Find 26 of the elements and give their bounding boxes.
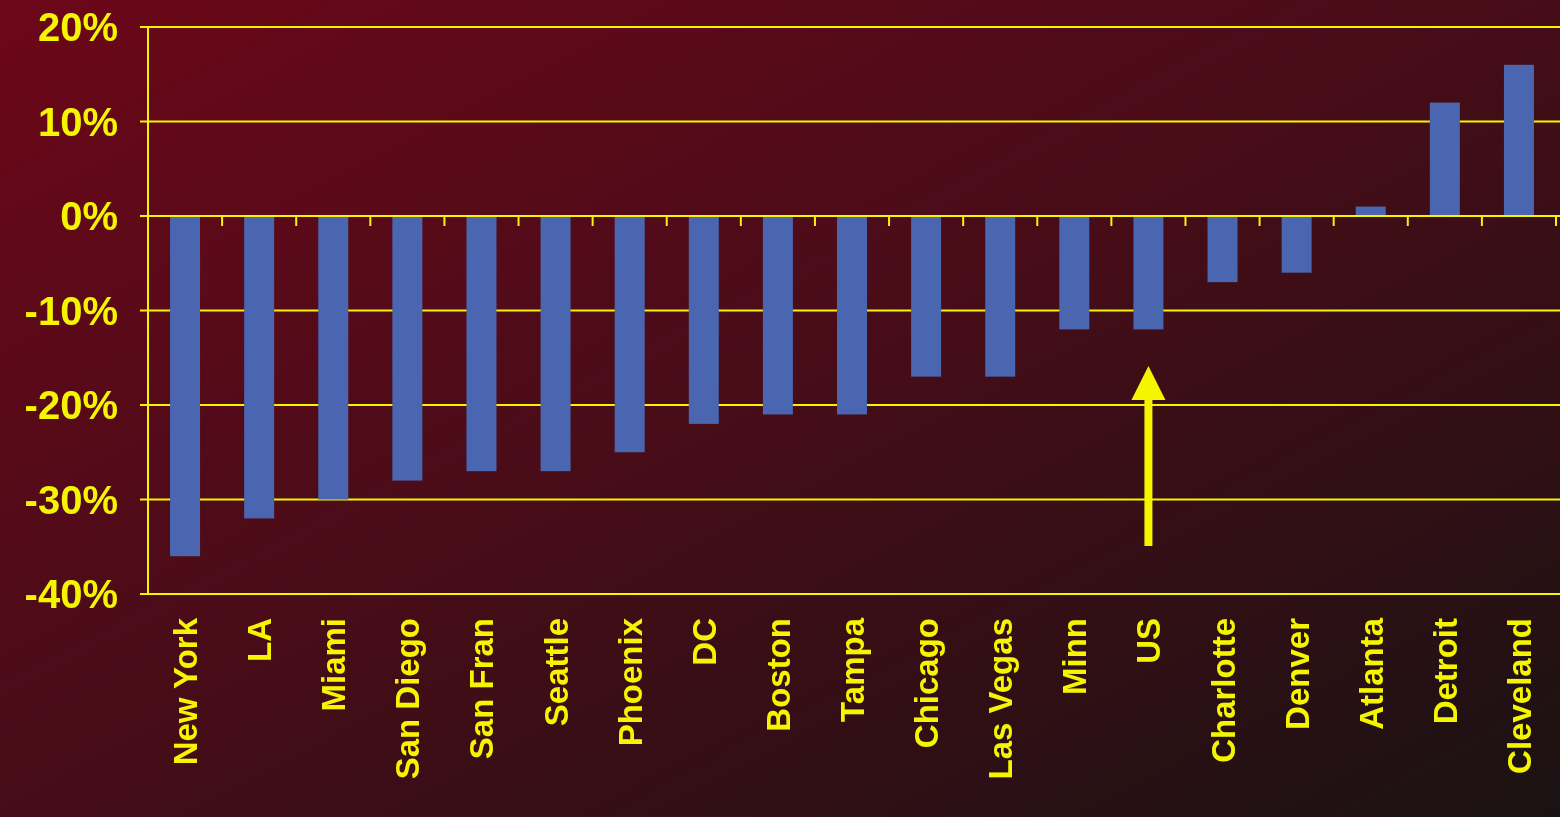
x-tick-label: LA	[241, 618, 279, 662]
x-tick-label: Miami	[315, 618, 353, 712]
x-tick-label: Minn	[1056, 618, 1094, 695]
x-tick-label: Las Vegas	[982, 618, 1020, 780]
x-tick-label: San Diego	[389, 618, 427, 780]
x-tick-label: Detroit	[1426, 618, 1464, 725]
x-tick-label: Phoenix	[611, 617, 649, 747]
x-tick-label: New York	[167, 617, 205, 766]
y-tick-label: -20%	[24, 383, 118, 428]
y-tick-label: -10%	[24, 288, 118, 333]
y-tick-label: 20%	[37, 5, 118, 50]
x-tick-label: Chicago	[908, 618, 946, 749]
x-tick-label: Tampa	[834, 617, 871, 722]
y-tick-label: 0%	[60, 194, 118, 239]
x-tick-label: US	[1130, 618, 1168, 664]
x-tick-label: DC	[685, 618, 723, 666]
x-tick-label: Atlanta	[1352, 617, 1390, 730]
x-tick-label: Charlotte	[1204, 618, 1242, 763]
x-tick-label: Denver	[1278, 617, 1316, 730]
y-tick-label: -40%	[24, 572, 118, 617]
x-tick-label: Cleveland	[1500, 618, 1538, 774]
x-tick-label: Boston	[759, 618, 797, 732]
x-tick-label: Seattle	[537, 618, 575, 727]
x-tick-label: San Fran	[463, 618, 501, 760]
y-tick-label: 10%	[37, 99, 118, 144]
y-tick-label: -30%	[24, 477, 118, 522]
